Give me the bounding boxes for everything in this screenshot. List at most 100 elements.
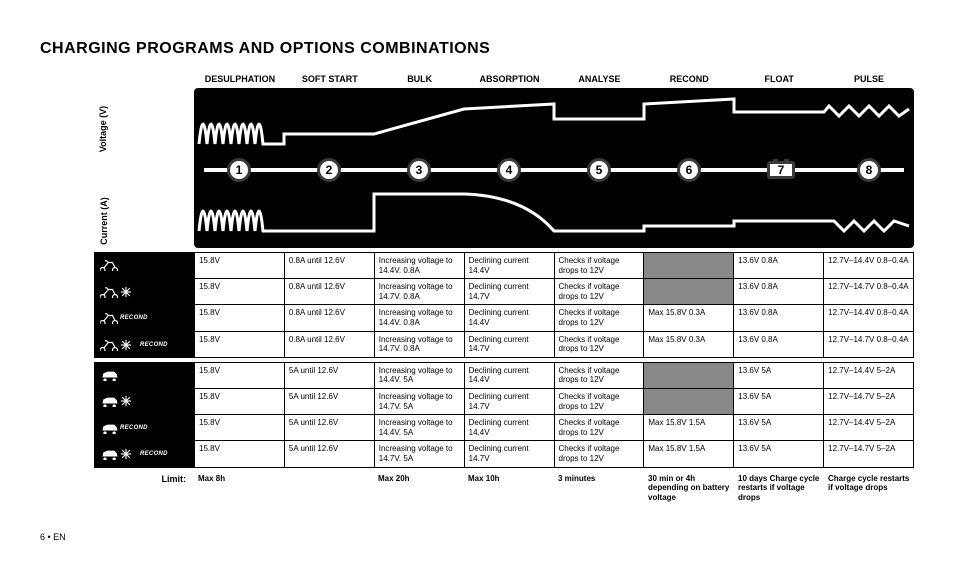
table-cell — [644, 253, 734, 279]
table-cell: Checks if voltage drops to 12V — [554, 331, 644, 357]
data-tables: RECONDRECOND 15.8V0.8A until 12.6VIncrea… — [94, 252, 914, 468]
table-cell: 0.8A until 12.6V — [284, 253, 374, 279]
table-cell: 5A until 12.6V — [284, 441, 374, 467]
limit-cell: 10 days Charge cycle restarts if voltage… — [734, 474, 824, 503]
table-cell: 0.8A until 12.6V — [284, 305, 374, 331]
table-cell: 13.6V 5A — [734, 415, 824, 441]
table-cell: Declining current 14.4V — [464, 415, 554, 441]
motorcycle-icons-column: RECOND RECOND — [94, 252, 194, 358]
limit-cell: Max 20h — [374, 474, 464, 503]
chart-area: Voltage (V) Current (A) 12345678 — [94, 88, 914, 248]
stage-header: DESULPHATION — [195, 70, 285, 88]
car-icon — [100, 369, 116, 381]
table-cell: Checks if voltage drops to 12V — [554, 279, 644, 305]
table-cell: Declining current 14.7V — [464, 388, 554, 414]
stage-header: ANALYSE — [555, 70, 645, 88]
motorcycle-table-block: RECONDRECOND 15.8V0.8A until 12.6VIncrea… — [94, 252, 914, 358]
table-cell: 12.7V–14.7V 0.8–0.4A — [824, 331, 914, 357]
table-cell: Declining current 14.4V — [464, 253, 554, 279]
table-cell — [644, 362, 734, 388]
motorcycle-table: 15.8V0.8A until 12.6VIncreasing voltage … — [194, 252, 914, 358]
table-cell: Increasing voltage to 14.4V. 0.8A — [374, 305, 464, 331]
table-cell: 15.8V — [195, 331, 285, 357]
stage-headers: DESULPHATIONSOFT STARTBULKABSORPTIONANAL… — [195, 70, 914, 88]
table-row: 15.8V0.8A until 12.6VIncreasing voltage … — [195, 279, 914, 305]
snowflake-icon — [120, 448, 136, 460]
car-icon — [100, 422, 116, 434]
car-icon — [100, 448, 116, 460]
table-cell: 15.8V — [195, 415, 285, 441]
stage-number-badge: 5 — [587, 158, 611, 182]
limit-cell — [284, 474, 374, 503]
page-footer: 6 • EN — [40, 532, 914, 542]
table-cell: Checks if voltage drops to 12V — [554, 441, 644, 467]
table-cell: 12.7V–14.7V 5–2A — [824, 441, 914, 467]
table-cell: 13.6V 0.8A — [734, 253, 824, 279]
table-cell: 15.8V — [195, 279, 285, 305]
table-cell: Checks if voltage drops to 12V — [554, 362, 644, 388]
y-axis-voltage: Voltage (V) — [98, 106, 108, 152]
motorcycle-icon — [100, 339, 116, 351]
stage-number-badge: 4 — [497, 158, 521, 182]
table-cell: 13.6V 5A — [734, 362, 824, 388]
table-cell: Declining current 14.4V — [464, 305, 554, 331]
table-cell: 15.8V — [195, 253, 285, 279]
motorcycle-icon — [100, 312, 116, 324]
limits-row: Limit: Max 8hMax 20hMax 10h3 minutes30 m… — [94, 474, 914, 503]
limit-cell: 30 min or 4h depending on battery voltag… — [644, 474, 734, 503]
table-cell: 12.7V–14.4V 0.8–0.4A — [824, 253, 914, 279]
table-cell: 15.8V — [195, 305, 285, 331]
table-cell: 12.7V–14.4V 5–2A — [824, 362, 914, 388]
table-cell: 13.6V 5A — [734, 388, 824, 414]
table-cell: Checks if voltage drops to 12V — [554, 253, 644, 279]
table-cell: 0.8A until 12.6V — [284, 331, 374, 357]
table-cell: 15.8V — [195, 441, 285, 467]
limit-cell: Charge cycle restarts if voltage drops — [824, 474, 914, 503]
stage-number-badge: 2 — [317, 158, 341, 182]
car-table-block: RECONDRECOND 15.8V5A until 12.6VIncreasi… — [94, 362, 914, 468]
table-cell: Increasing voltage to 14.4V. 5A — [374, 362, 464, 388]
current-waveform — [194, 186, 914, 241]
table-row: 15.8V0.8A until 12.6VIncreasing voltage … — [195, 253, 914, 279]
table-cell: Declining current 14.7V — [464, 279, 554, 305]
table-cell: Declining current 14.4V — [464, 362, 554, 388]
recond-label: RECOND — [120, 315, 148, 321]
mode-icon-row: RECOND — [94, 415, 194, 441]
table-cell: Declining current 14.7V — [464, 441, 554, 467]
table-cell: 12.7V–14.4V 5–2A — [824, 415, 914, 441]
table-cell: Checks if voltage drops to 12V — [554, 388, 644, 414]
battery-icon: 7 — [767, 161, 795, 179]
table-cell: Max 15.8V 0.3A — [644, 305, 734, 331]
snowflake-icon — [120, 286, 136, 298]
table-row: 15.8V0.8A until 12.6VIncreasing voltage … — [195, 331, 914, 357]
table-cell: Checks if voltage drops to 12V — [554, 415, 644, 441]
stage-header: BULK — [375, 70, 465, 88]
table-cell: 15.8V — [195, 362, 285, 388]
table-cell: 5A until 12.6V — [284, 362, 374, 388]
page-title: CHARGING PROGRAMS AND OPTIONS COMBINATIO… — [40, 40, 914, 58]
table-cell: 13.6V 5A — [734, 441, 824, 467]
car-icons-column: RECONDRECOND — [94, 362, 194, 468]
table-cell: Increasing voltage to 14.7V. 5A — [374, 388, 464, 414]
stage-number-badge: 3 — [407, 158, 431, 182]
table-cell: 15.8V — [195, 388, 285, 414]
car-icon — [100, 395, 116, 407]
table-cell: 0.8A until 12.6V — [284, 279, 374, 305]
table-cell: 12.7V–14.7V 0.8–0.4A — [824, 279, 914, 305]
content-container: DESULPHATIONSOFT STARTBULKABSORPTIONANAL… — [40, 70, 914, 502]
table-cell: Max 15.8V 1.5A — [644, 415, 734, 441]
limit-cell: Max 10h — [464, 474, 554, 503]
mode-icon-row: RECOND — [94, 331, 194, 357]
table-row: 15.8V0.8A until 12.6VIncreasing voltage … — [195, 305, 914, 331]
mode-icon-row — [94, 362, 194, 388]
mode-icon-row — [94, 252, 194, 278]
stage-header: SOFT START — [285, 70, 375, 88]
table-cell: Increasing voltage to 14.4V. 5A — [374, 415, 464, 441]
mode-icon-row: RECOND — [94, 441, 194, 467]
table-row: 15.8V5A until 12.6VIncreasing voltage to… — [195, 388, 914, 414]
table-cell: 5A until 12.6V — [284, 415, 374, 441]
table-cell — [644, 388, 734, 414]
snowflake-icon — [120, 395, 136, 407]
stage-number-badge: 1 — [227, 158, 251, 182]
motorcycle-icon — [100, 286, 116, 298]
